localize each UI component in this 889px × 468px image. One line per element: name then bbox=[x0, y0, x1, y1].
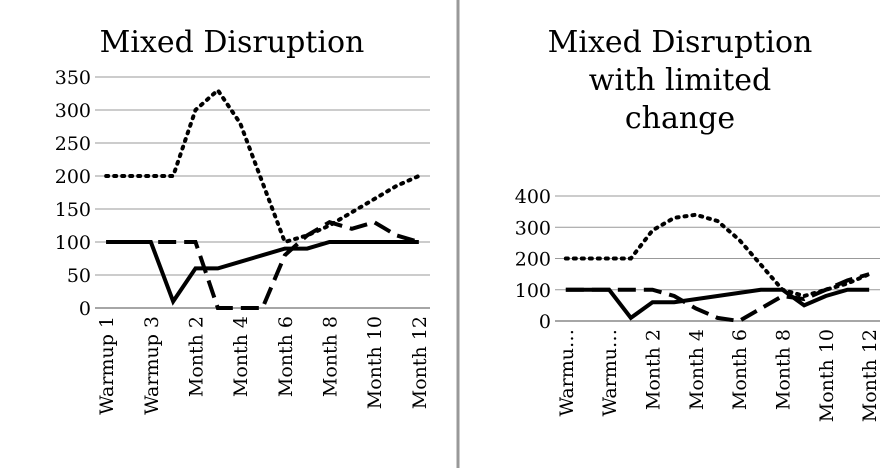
chart-title: change bbox=[625, 101, 735, 136]
x-tick-label: Month 8 bbox=[320, 316, 342, 397]
chart-title: Mixed Disruption bbox=[100, 25, 365, 60]
line-series bbox=[106, 220, 420, 310]
y-tick-label: 300 bbox=[515, 217, 551, 239]
x-tick-label: Month 10 bbox=[816, 329, 838, 422]
x-tick-label: Warmup 3 bbox=[141, 316, 163, 415]
y-tick-label: 400 bbox=[515, 186, 551, 208]
x-tick-label: Month 6 bbox=[729, 329, 751, 410]
y-tick-label: 250 bbox=[55, 133, 91, 155]
line-series bbox=[565, 287, 870, 321]
x-tick-label: Month 2 bbox=[643, 329, 665, 410]
x-tick-label: Month 12 bbox=[859, 329, 881, 422]
y-tick-label: 100 bbox=[55, 232, 91, 254]
y-tick-label: 100 bbox=[515, 280, 551, 302]
x-tick-label: Warmup 1 bbox=[96, 316, 118, 415]
x-tick-label: Month 4 bbox=[230, 316, 252, 397]
x-tick-label: Month 8 bbox=[773, 329, 795, 410]
y-tick-label: 300 bbox=[55, 100, 91, 122]
y-tick-label: 0 bbox=[539, 311, 551, 333]
y-tick-label: 200 bbox=[515, 249, 551, 271]
chart-title: Mixed Disruption bbox=[548, 25, 813, 60]
x-tick-label: Month 10 bbox=[364, 316, 386, 409]
x-tick-label: Warmu… bbox=[599, 329, 621, 417]
y-tick-label: 50 bbox=[67, 265, 91, 287]
line-series bbox=[565, 272, 870, 324]
x-tick-label: Month 6 bbox=[275, 316, 297, 397]
line-series bbox=[104, 87, 421, 245]
y-tick-label: 0 bbox=[79, 298, 91, 320]
y-tick-label: 150 bbox=[55, 199, 91, 221]
x-tick-label: Warmu… bbox=[556, 329, 578, 417]
y-tick-label: 350 bbox=[55, 67, 91, 89]
x-tick-label: Month 4 bbox=[686, 329, 708, 410]
x-tick-label: Month 12 bbox=[409, 316, 431, 409]
x-tick-label: Month 2 bbox=[186, 316, 208, 397]
chart-title: with limited bbox=[589, 63, 771, 98]
line-series bbox=[106, 240, 419, 306]
y-tick-label: 200 bbox=[55, 166, 91, 188]
